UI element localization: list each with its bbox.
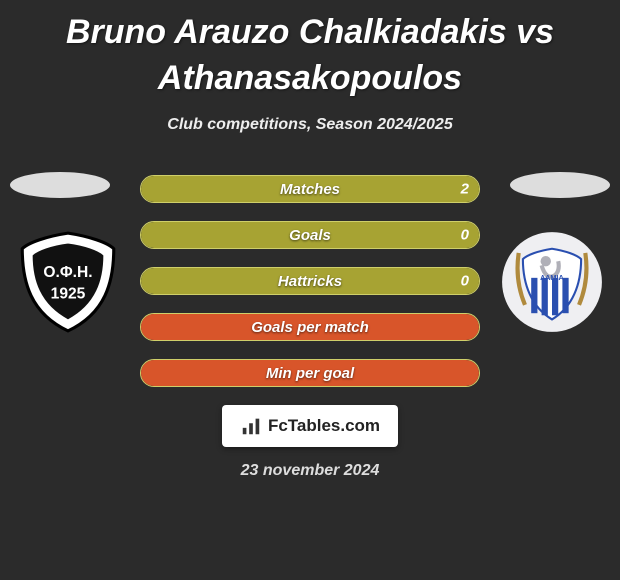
left-marker-ellipse (10, 172, 110, 198)
svg-text:ΛAMIA: ΛAMIA (540, 273, 564, 282)
stat-label: Hattricks (141, 273, 479, 290)
stat-value-right: 0 (461, 227, 469, 244)
fctables-badge[interactable]: FcTables.com (222, 405, 398, 447)
stats-list: Matches2Goals0Hattricks0Goals per matchM… (140, 175, 480, 387)
stat-label: Matches (141, 181, 479, 198)
page-title: Bruno Arauzo Chalkiadakis vs Athanasakop… (0, 0, 620, 102)
stat-row: Matches2 (140, 175, 480, 203)
stat-value-right: 0 (461, 273, 469, 290)
stat-row: Min per goal (140, 359, 480, 387)
stat-row: Goals per match (140, 313, 480, 341)
right-team-crest: ΛAMIA (500, 230, 604, 334)
stat-label: Goals (141, 227, 479, 244)
crest-year: 1925 (51, 286, 86, 303)
title-line-2: Athanasakopoulos (158, 59, 462, 97)
svg-text:O.Φ.H.: O.Φ.H. (43, 264, 92, 281)
fctables-label: FcTables.com (268, 416, 380, 436)
date-text: 23 november 2024 (0, 462, 620, 480)
stat-value-right: 2 (461, 181, 469, 198)
subtitle: Club competitions, Season 2024/2025 (0, 116, 620, 134)
stat-label: Goals per match (141, 319, 479, 336)
right-marker-ellipse (510, 172, 610, 198)
shield-icon: O.Φ.H. 1925 (16, 230, 120, 334)
stat-row: Hattricks0 (140, 267, 480, 295)
shield-icon: ΛAMIA (500, 230, 604, 334)
stat-label: Min per goal (141, 365, 479, 382)
stat-row: Goals0 (140, 221, 480, 249)
title-line-1: Bruno Arauzo Chalkiadakis vs (66, 13, 554, 51)
left-team-crest: O.Φ.H. 1925 (16, 230, 120, 334)
bar-chart-icon (240, 415, 262, 437)
